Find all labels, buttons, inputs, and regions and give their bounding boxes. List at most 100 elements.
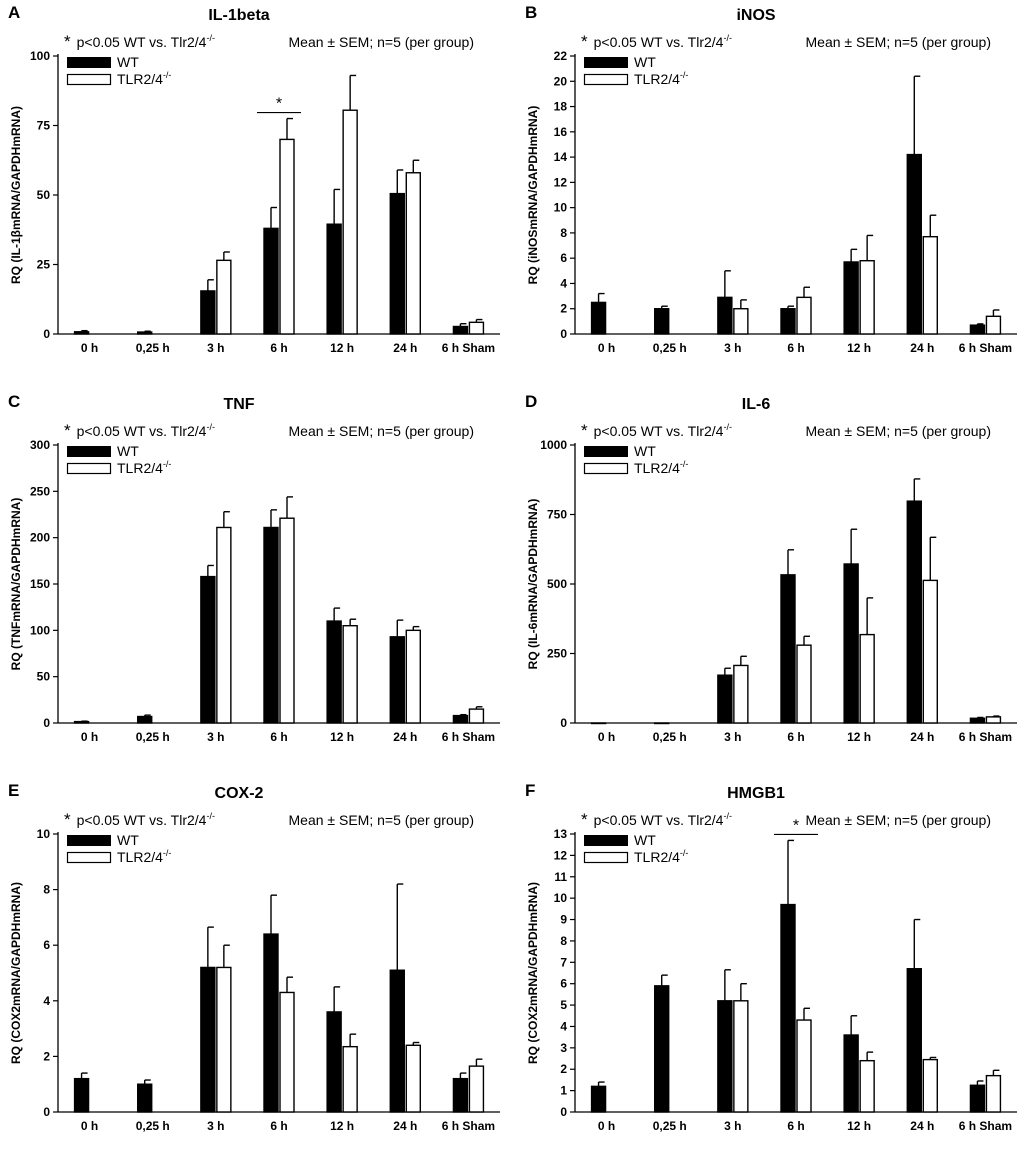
y-tick-label: 22 xyxy=(554,49,568,63)
legend-label-ko: TLR2/4-/- xyxy=(117,848,171,865)
bar-wt xyxy=(590,1085,607,1113)
bar-tlr xyxy=(342,624,358,724)
bar-wt xyxy=(73,1077,90,1113)
y-tick-label: 100 xyxy=(30,623,50,637)
bar-wt xyxy=(326,223,342,335)
y-tick-label: 16 xyxy=(554,125,568,139)
bar-wt xyxy=(73,331,90,335)
y-tick-label: 6 xyxy=(560,977,567,991)
legend-swatch-ko xyxy=(583,462,629,475)
chart-title: COX-2 xyxy=(215,785,264,802)
bar-wt xyxy=(843,563,859,724)
stats-note: Mean ± SEM; n=5 (per group) xyxy=(289,812,475,828)
bar-wt xyxy=(969,717,986,724)
bar-wt xyxy=(326,620,342,724)
bars xyxy=(590,839,1002,1113)
y-tick-label: 2 xyxy=(560,1062,567,1076)
bar-tlr xyxy=(342,109,358,335)
x-tick-label: 0 h xyxy=(598,1119,615,1133)
panel-a: A IL-1beta * p<0.05 WT vs. Tlr2/4-/- Mean ± … xyxy=(0,0,517,389)
bars xyxy=(73,74,485,335)
y-tick-label: 11 xyxy=(554,870,567,884)
legend-swatch-ko xyxy=(583,851,629,864)
axes: 0 50 100 150 200 250 300 xyxy=(30,438,500,730)
legend-ko-superscript: -/- xyxy=(680,70,689,80)
bar-tlr xyxy=(922,1058,938,1113)
bar-wt xyxy=(717,296,733,335)
x-tick-label: 0,25 h xyxy=(136,730,170,744)
y-axis-label: RQ (COX2mRNA/GAPDHmRNA) xyxy=(526,882,540,1064)
note-superscript: -/- xyxy=(206,33,215,43)
axes: 0 2 4 6 8 10 12 14 16 18 20 22 xyxy=(554,49,1017,341)
x-tick-label: 3 h xyxy=(207,730,224,744)
legend-label-wt: WT xyxy=(117,832,139,848)
bar-wt xyxy=(780,308,796,335)
panel-letter: C xyxy=(8,392,20,411)
legend-label-wt: WT xyxy=(117,443,139,459)
note-text: p<0.05 WT vs. Tlr2/4 xyxy=(77,34,207,50)
x-tick-label: 0 h xyxy=(598,341,615,355)
x-tick-label: 12 h xyxy=(847,730,871,744)
legend-swatch-ko xyxy=(66,851,112,864)
y-tick-label: 7 xyxy=(560,955,567,969)
y-tick-label: 8 xyxy=(43,883,50,897)
bar-wt xyxy=(389,636,405,724)
note-superscript: -/- xyxy=(723,422,732,432)
bar-wt xyxy=(906,500,922,724)
chart-title: HMGB1 xyxy=(727,785,785,802)
legend-swatch-ko xyxy=(583,73,629,86)
legend-swatch-wt xyxy=(67,446,111,457)
significance-note: * p<0.05 WT vs. Tlr2/4-/- xyxy=(64,421,215,440)
significance-note: * p<0.05 WT vs. Tlr2/4-/- xyxy=(64,32,215,51)
legend-label-wt: WT xyxy=(634,832,656,848)
stats-note: Mean ± SEM; n=5 (per group) xyxy=(806,34,992,50)
bar-tlr xyxy=(468,708,485,724)
asterisk-symbol: * xyxy=(64,32,71,51)
bar-wt xyxy=(452,714,469,724)
x-tick-label: 24 h xyxy=(393,341,417,355)
significance-note: * p<0.05 WT vs. Tlr2/4-/- xyxy=(581,421,732,440)
y-tick-label: 1000 xyxy=(540,438,567,452)
bar-wt xyxy=(200,966,216,1113)
y-tick-label: 50 xyxy=(37,188,51,202)
chart-svg: C TNF* p<0.05 WT vs. Tlr2/4-/- Mean ± SEM; … xyxy=(8,392,500,744)
legend-label-ko: TLR2/4-/- xyxy=(634,70,688,87)
y-tick-label: 300 xyxy=(30,438,50,452)
bar-tlr xyxy=(796,296,812,335)
legend-label-ko: TLR2/4-/- xyxy=(634,459,688,476)
x-tick-label: 0,25 h xyxy=(653,730,687,744)
bar-wt xyxy=(389,192,405,335)
y-tick-label: 4 xyxy=(43,994,50,1008)
axes: 0 25 50 75 100 xyxy=(30,49,500,341)
stats-note: Mean ± SEM; n=5 (per group) xyxy=(289,423,475,439)
y-tick-label: 75 xyxy=(37,119,51,133)
bars xyxy=(590,75,1002,335)
y-tick-label: 500 xyxy=(547,577,567,591)
asterisk-symbol: * xyxy=(581,810,588,829)
y-axis-label: RQ (IL-1βmRNA/GAPDHmRNA) xyxy=(9,106,23,284)
bar-tlr xyxy=(733,664,749,724)
bar-wt xyxy=(969,1084,986,1113)
bar-tlr xyxy=(342,1045,358,1113)
note-text: p<0.05 WT vs. Tlr2/4 xyxy=(77,423,207,439)
y-tick-label: 12 xyxy=(554,848,568,862)
bar-tlr xyxy=(279,991,295,1113)
y-tick-label: 0 xyxy=(560,1105,567,1119)
bar-tlr xyxy=(985,716,1002,724)
x-tick-label: 3 h xyxy=(207,1119,224,1133)
x-tick-label: 6 h Sham xyxy=(442,730,495,744)
bar-wt xyxy=(452,325,469,335)
panel-letter: E xyxy=(8,781,19,800)
significance-note: * p<0.05 WT vs. Tlr2/4-/- xyxy=(581,810,732,829)
legend-label-wt: WT xyxy=(634,443,656,459)
bar-wt xyxy=(326,1011,342,1113)
y-axis-label: RQ (COX2mRNA/GAPDHmRNA) xyxy=(9,882,23,1064)
bars xyxy=(590,478,1002,725)
x-tick-label: 3 h xyxy=(724,730,741,744)
x-tick-label: 0,25 h xyxy=(653,1119,687,1133)
bar-wt xyxy=(137,1083,153,1113)
x-tick-label: 6 h Sham xyxy=(442,1119,495,1133)
